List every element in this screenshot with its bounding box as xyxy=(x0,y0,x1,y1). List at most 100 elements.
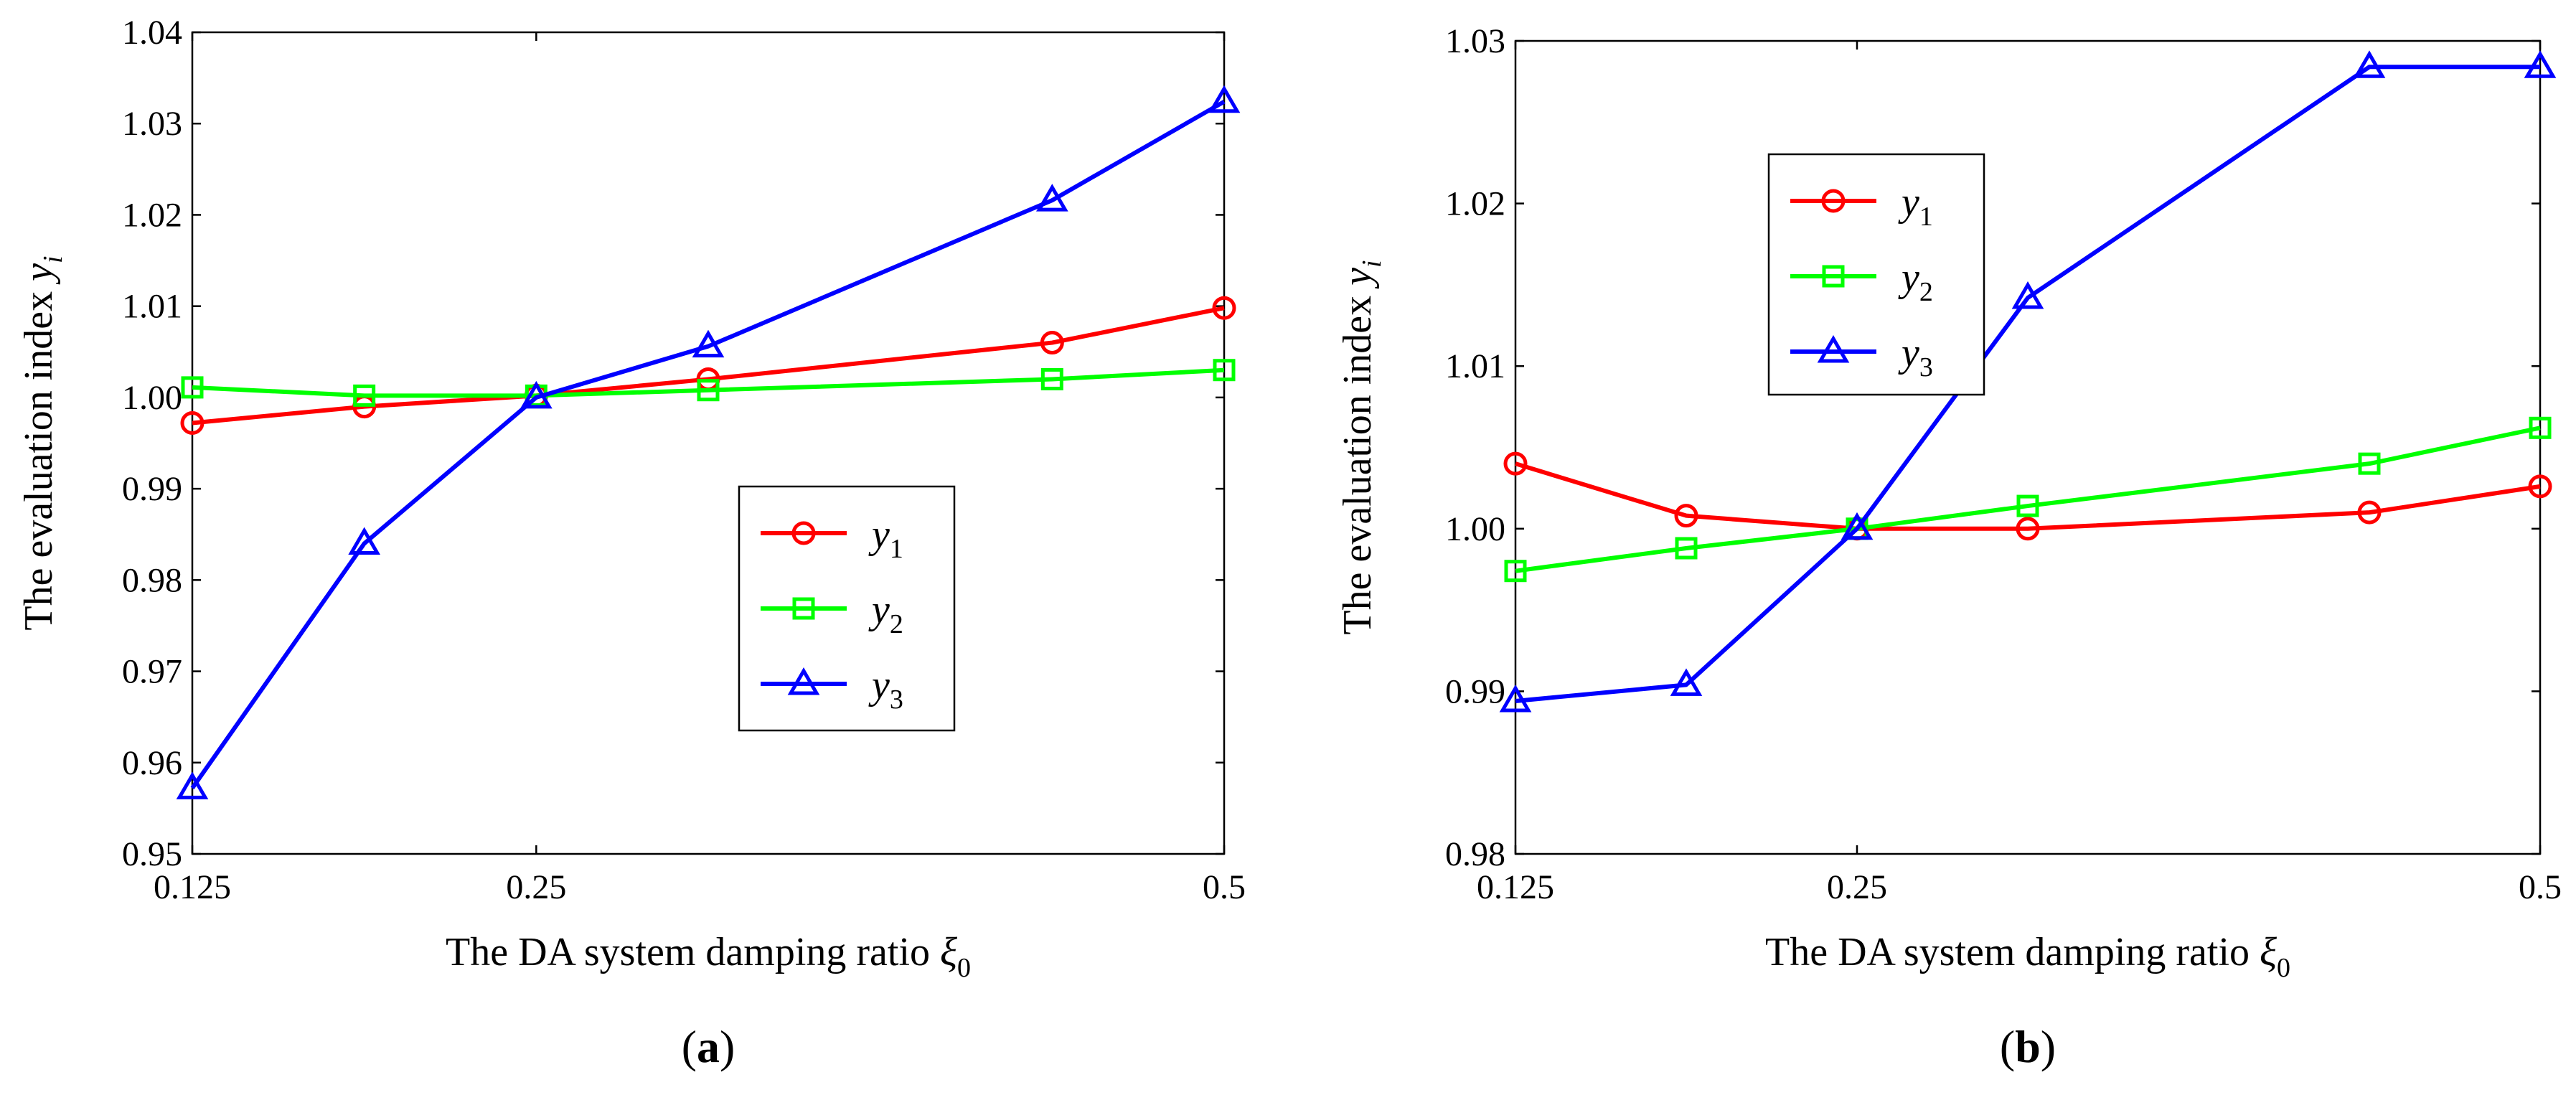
y-axis-title-text: The evaluation index xyxy=(17,281,61,631)
legend-marker-y1 xyxy=(1821,189,1846,213)
legend-entry-y1: y1 xyxy=(1790,180,1933,232)
data-point-y1 xyxy=(2357,500,2382,525)
legend-label-y3: y3 xyxy=(868,663,903,715)
y-tick-label: 1.03 xyxy=(122,105,182,143)
x-axis-title: The DA system damping ratio ξ0 xyxy=(446,930,971,983)
data-point-y2 xyxy=(181,376,204,399)
data-point-y3 xyxy=(1499,685,1532,713)
y-tick-label: 1.01 xyxy=(122,288,182,326)
series-y3 xyxy=(1499,50,2557,713)
panel-label: (a) xyxy=(682,1021,735,1072)
legend-label-y1: y1 xyxy=(1898,180,1933,232)
x-axis-title-subscript: 0 xyxy=(957,953,971,983)
series-line-y3 xyxy=(1515,65,2540,703)
data-point-y2 xyxy=(1675,537,1698,560)
series-y2 xyxy=(1504,416,2552,583)
panel-label-close: ) xyxy=(720,1021,735,1072)
legend-entry-y3: y3 xyxy=(1790,331,1933,382)
x-axis-title-subscript: 0 xyxy=(2277,953,2290,983)
data-point-y3 xyxy=(2353,50,2386,78)
series-y3 xyxy=(176,85,1241,799)
data-point-y2 xyxy=(2016,494,2039,517)
legend-marker-y2 xyxy=(1822,265,1845,288)
legend-label-y2: y2 xyxy=(1898,255,1933,307)
data-point-y3 xyxy=(2011,281,2044,309)
series-line-y2 xyxy=(192,367,1225,398)
legend-label-y3: y3 xyxy=(1898,331,1933,382)
data-point-y2 xyxy=(353,384,376,407)
y-tick-label: 0.96 xyxy=(122,744,182,782)
data-point-y2 xyxy=(697,379,720,402)
y-axis-title-text: The evaluation index xyxy=(1335,286,1380,635)
legend-label-subscript: 2 xyxy=(1919,277,1933,307)
legend-entry-y2: y2 xyxy=(761,588,903,639)
legend-label-symbol: y xyxy=(868,663,890,708)
x-tick-label: 0.5 xyxy=(2519,868,2562,906)
data-point-y3 xyxy=(1670,668,1703,696)
data-point-y1 xyxy=(180,411,205,436)
y-axis-title-symbol: y xyxy=(1335,268,1380,289)
data-point-y2 xyxy=(1504,560,1527,583)
chart-panel-b: 0.980.991.001.011.021.030.125 0.25 0.5y1y2… xyxy=(1335,22,2562,1072)
y-tick-label: 0.97 xyxy=(122,653,182,691)
y-tick-label: 1.02 xyxy=(122,196,182,234)
panel-label: (b) xyxy=(2000,1021,2056,1072)
y-axis-title: The evaluation index yi xyxy=(1335,260,1387,634)
data-point-y2 xyxy=(1040,367,1063,390)
panel-label-letter: a xyxy=(697,1021,720,1072)
legend-label-subscript: 1 xyxy=(890,534,903,564)
data-point-y1 xyxy=(1040,331,1064,355)
legend-label-symbol: y xyxy=(1898,331,1919,375)
legend-label-symbol: y xyxy=(868,588,890,632)
legend-label-y1: y1 xyxy=(868,512,903,564)
panel-label-letter: b xyxy=(2015,1021,2041,1072)
data-point-y2 xyxy=(2358,452,2381,475)
data-point-y1 xyxy=(2528,474,2552,499)
y-tick-label: 1.00 xyxy=(122,379,182,417)
data-point-y2 xyxy=(1213,359,1236,382)
x-tick-label: 0.125 xyxy=(154,868,231,906)
data-point-y1 xyxy=(2016,517,2040,541)
data-point-y3 xyxy=(1035,184,1068,212)
data-point-y1 xyxy=(1674,504,1698,528)
data-point-y3 xyxy=(176,771,209,799)
legend-label-y2: y2 xyxy=(868,588,903,639)
data-point-y1 xyxy=(1212,296,1236,320)
plot-area-frame xyxy=(1514,39,2542,855)
y-tick-label: 0.99 xyxy=(1445,672,1505,710)
panel-label-close: ) xyxy=(2041,1021,2056,1072)
legend-label-symbol: y xyxy=(1898,180,1919,225)
data-point-y1 xyxy=(1503,451,1528,476)
y-axis-title: The evaluation index yi xyxy=(17,255,68,630)
data-point-y3 xyxy=(1841,512,1874,540)
legend-label-subscript: 2 xyxy=(890,609,903,639)
legend-marker-y1 xyxy=(791,521,816,545)
x-axis-title: The DA system damping ratio ξ0 xyxy=(1765,930,2290,983)
y-tick-label: 1.01 xyxy=(1445,347,1505,385)
y-tick-label: 0.99 xyxy=(122,470,182,508)
x-tick-label: 0.5 xyxy=(1203,868,1246,906)
series-line-y1 xyxy=(192,306,1225,426)
chart-panel-a: 0.95 0.96 0.97 0.98 0.99 1.00 1.01 1.02 1.03 1.04… xyxy=(17,14,1246,1072)
data-point-y3 xyxy=(2524,50,2557,78)
legend-label-symbol: y xyxy=(868,512,890,557)
legend-marker-y2 xyxy=(792,597,815,620)
series-line-y2 xyxy=(1515,426,2541,573)
y-tick-label: 0.98 xyxy=(1445,835,1505,873)
data-point-y3 xyxy=(520,380,553,409)
y-tick-label: 0.98 xyxy=(122,561,182,599)
y-tick-label: 0.95 xyxy=(122,835,182,873)
legend-label-symbol: y xyxy=(1898,255,1919,300)
x-axis-title-symbol: ξ xyxy=(2260,930,2277,974)
data-point-y3 xyxy=(1208,85,1241,113)
y-tick-label: 1.00 xyxy=(1445,510,1505,548)
x-tick-label: 0.25 xyxy=(1827,868,1887,906)
x-tick-label: 0.25 xyxy=(506,868,566,906)
y-axis-title-symbol: y xyxy=(17,263,61,285)
y-tick-label: 1.04 xyxy=(122,14,182,52)
legend-entry-y2: y2 xyxy=(1790,255,1933,307)
